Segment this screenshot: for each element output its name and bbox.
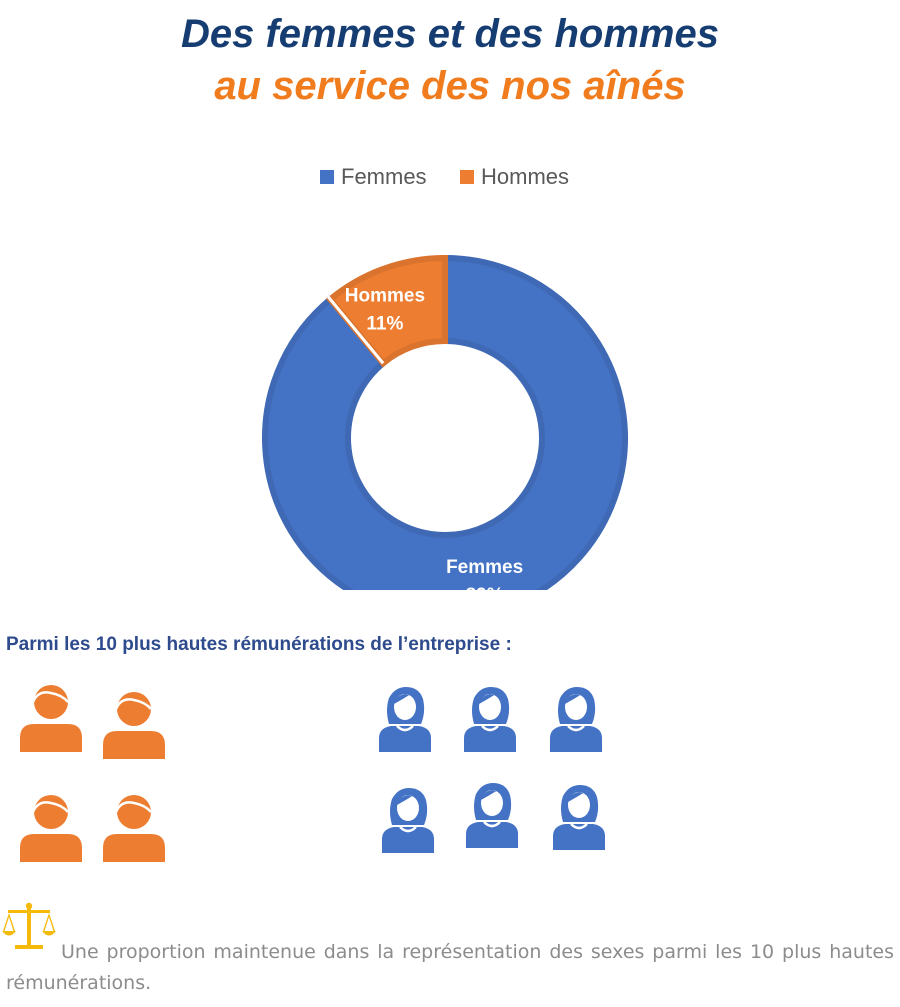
note-text: Une proportion maintenue dans la représe… — [6, 937, 894, 999]
woman-icon — [546, 684, 606, 759]
data-label-category: Femmes — [446, 557, 523, 578]
slice-hommes — [326, 254, 448, 368]
man-icon — [101, 687, 167, 766]
woman-icon — [375, 684, 435, 759]
top-earners-heading: Parmi les 10 plus hautes rémunérations d… — [6, 634, 512, 655]
page-title: Des femmes et des hommes — [180, 12, 719, 56]
chart-legend: Femmes Hommes — [320, 164, 569, 189]
slice-separator — [326, 295, 385, 365]
data-labels: Femmes 89% Hommes 11% — [345, 285, 523, 590]
legend-label-hommes: Hommes — [481, 164, 569, 189]
donut-slices — [262, 254, 628, 590]
legend-label-femmes: Femmes — [341, 164, 427, 189]
man-icon — [18, 790, 84, 869]
woman-icon — [378, 785, 438, 860]
man-icon — [101, 790, 167, 869]
woman-icon — [549, 782, 609, 857]
legend-swatch-femmes — [320, 170, 334, 184]
woman-icon — [462, 780, 522, 855]
page-subtitle: au service des nos aînés — [214, 64, 686, 108]
scale-icon — [2, 902, 56, 949]
donut-chart: Femmes Hommes Femmes 89% Hommes 11% — [262, 164, 628, 590]
data-label-category: Hommes — [345, 285, 425, 306]
woman-icon — [460, 684, 520, 759]
man-icon — [18, 680, 84, 759]
note-body: Une proportion maintenue dans la représe… — [6, 941, 894, 994]
slice-femmes — [262, 254, 628, 590]
data-label-value: 11% — [366, 313, 403, 334]
legend-swatch-hommes — [460, 170, 474, 184]
data-label-value: 89% — [466, 585, 504, 590]
